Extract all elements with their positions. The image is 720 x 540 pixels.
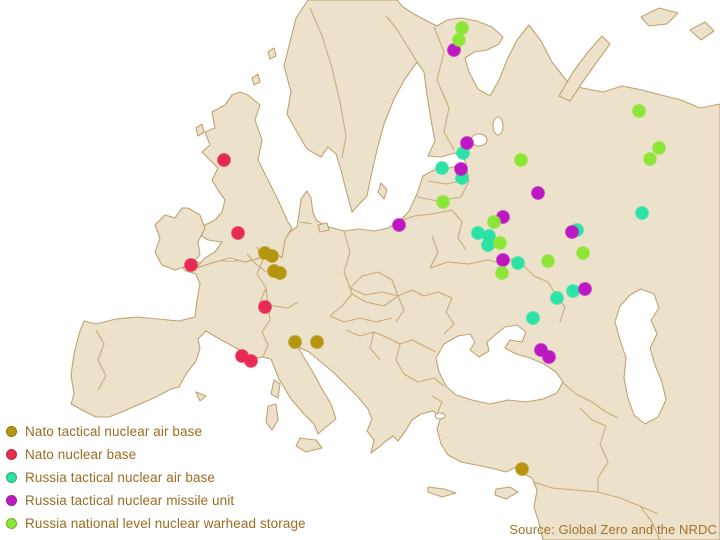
legend-item-russia-tactical-nuclear-air-base: Russia tactical nuclear air base [6,466,306,489]
legend-label: Russia national level nuclear warhead st… [25,516,306,531]
legend-item-nato-tactical-nuclear-air-base: Nato tactical nuclear air base [6,420,306,443]
island-balearic [195,391,207,402]
legend-dot-nato-nuclear-base [6,449,17,460]
island-novaya-zemlya [558,35,611,102]
lake-onega [492,116,504,136]
island-crete [427,486,457,498]
legend-label: Russia tactical nuclear air base [25,470,216,485]
island-hebrides [195,123,205,137]
legend-dot-nato-tactical-nuclear-air-base [6,426,17,437]
island-sardinia [265,403,279,431]
source-note: Source: Global Zero and the NRDC [509,522,717,537]
legend: Nato tactical nuclear air base Nato nucle… [6,420,306,535]
legend-label: Nato nuclear base [25,447,137,462]
landmass-ireland [154,207,206,271]
legend-dot-russia-tactical-nuclear-missile-unit [6,495,17,506]
sea-of-marmara [434,412,446,420]
island-denmark [317,222,330,233]
landmass-continental [70,0,720,540]
legend-item-nato-nuclear-base: Nato nuclear base [6,443,306,466]
legend-dot-russia-tactical-nuclear-air-base [6,472,17,483]
lake-ladoga [470,133,488,147]
island-gotland [377,182,388,200]
island-cyprus [494,486,519,500]
caspian-sea [614,288,667,425]
island-sicily [295,437,323,453]
legend-label: Russia tactical nuclear missile unit [25,493,235,508]
island-orkney [251,73,261,86]
landmass-great-britain [195,91,293,269]
black-sea [435,324,564,405]
island-shetland [267,47,277,60]
legend-label: Nato tactical nuclear air base [25,424,203,439]
legend-item-russia-tactical-nuclear-missile-unit: Russia tactical nuclear missile unit [6,489,306,512]
island-corsica [270,379,281,399]
legend-dot-russia-national-level-nuclear-warhead-storage [6,518,17,529]
legend-item-russia-national-level-nuclear-warhead-storage: Russia national level nuclear warhead st… [6,512,306,535]
island-arctic-2 [689,21,715,41]
island-arctic-1 [640,7,679,27]
